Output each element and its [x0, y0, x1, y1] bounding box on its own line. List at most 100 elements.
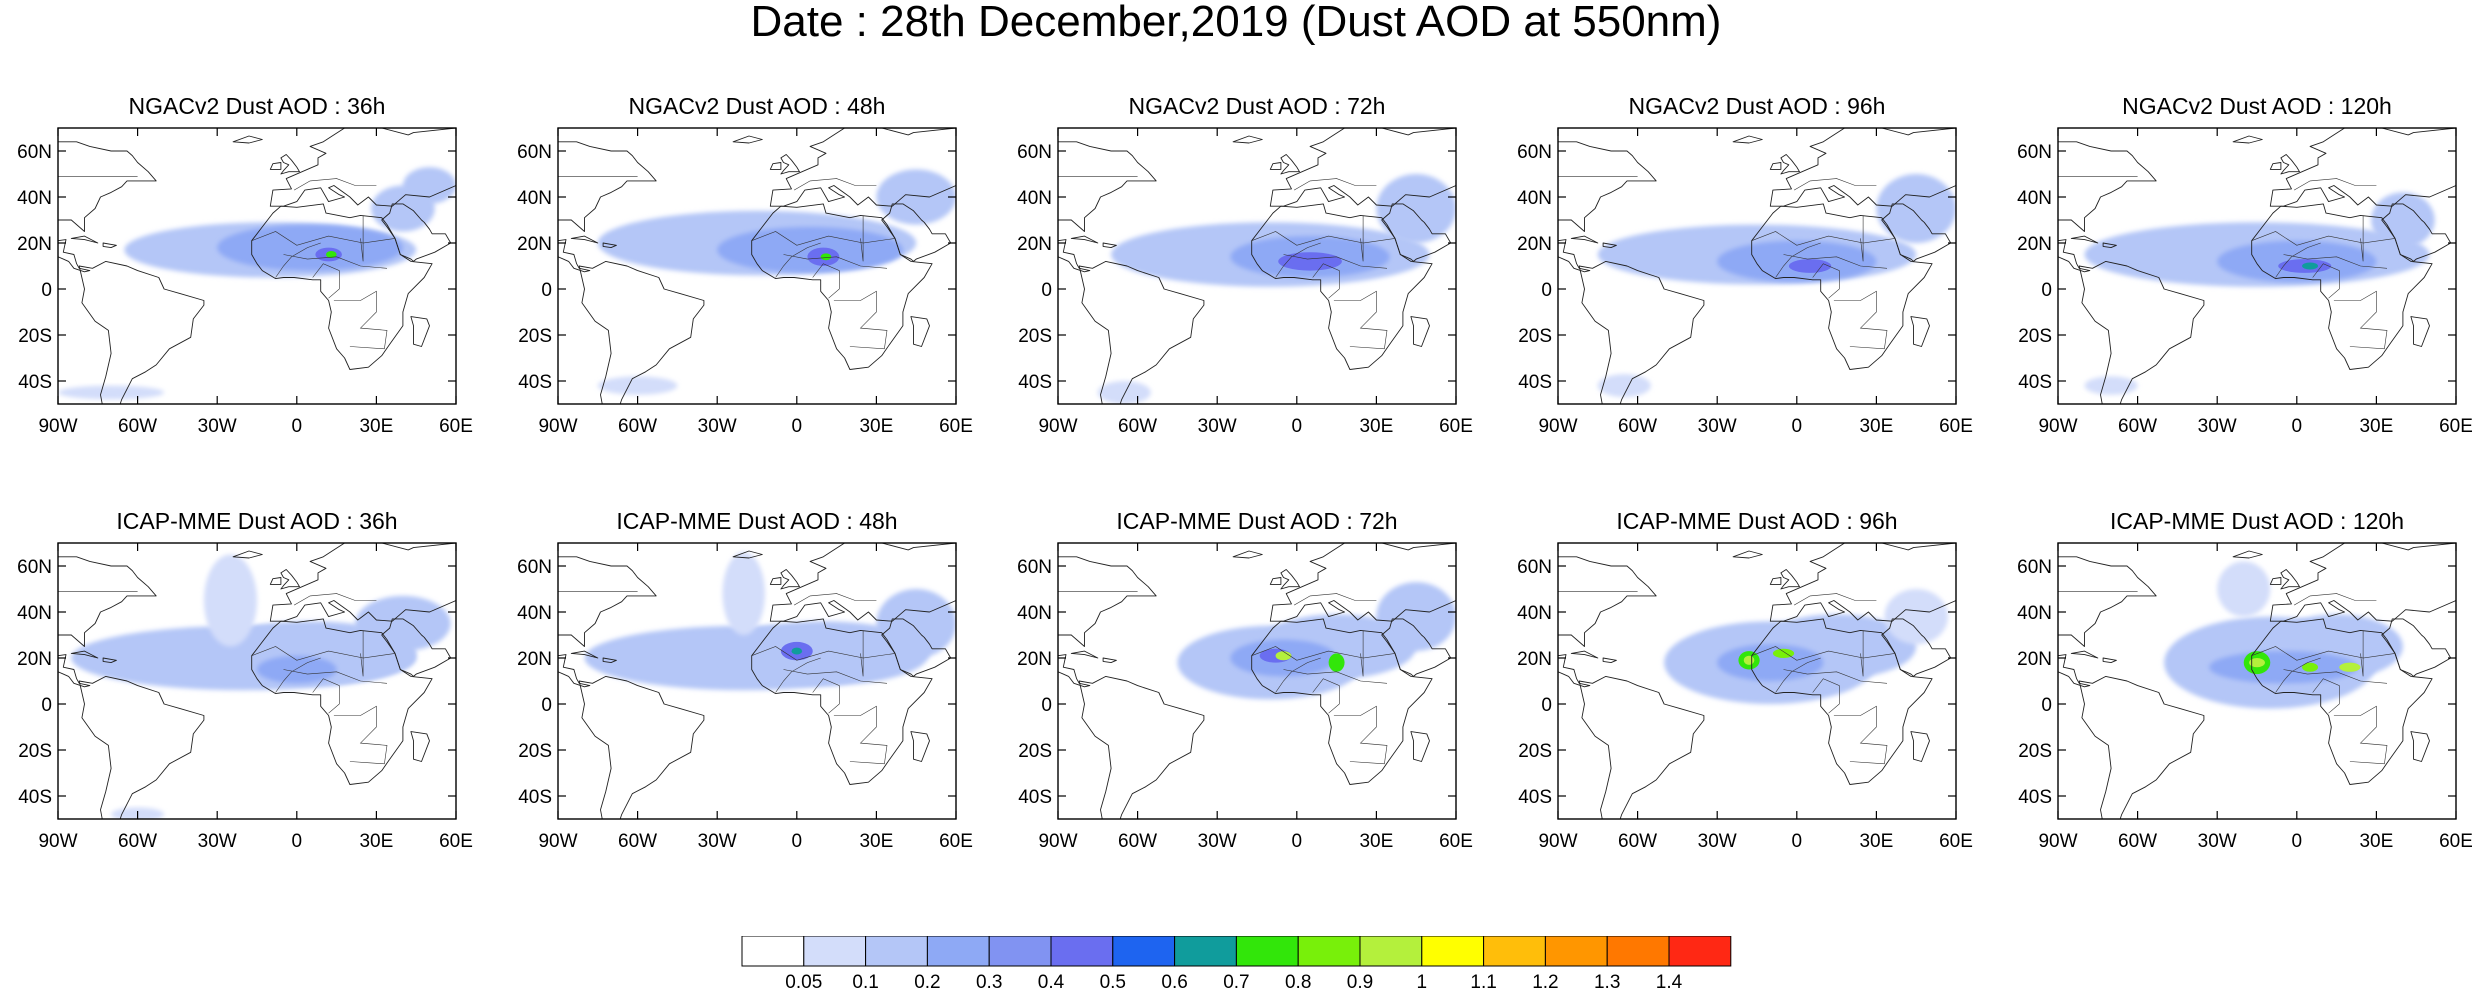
y-tick-label: 40N — [1017, 188, 1052, 209]
dust-plume — [876, 169, 956, 225]
country-border — [1293, 593, 1377, 606]
x-tick-label: 60E — [939, 416, 973, 437]
country-border — [283, 669, 388, 684]
coastline — [269, 543, 456, 622]
y-tick-label: 20S — [18, 741, 52, 762]
coastline — [1058, 239, 1091, 273]
x-tick-label: 60W — [618, 416, 657, 437]
coastline — [558, 141, 657, 232]
dust-plume — [58, 385, 165, 400]
panel-title: ICAP-MME Dust AOD : 36h — [116, 508, 397, 534]
dust-plume — [1788, 259, 1832, 273]
country-border — [833, 705, 888, 765]
country-border — [2312, 678, 2340, 714]
coastline — [1058, 654, 1091, 688]
x-tick-label: 90W — [38, 831, 77, 852]
coastline — [2269, 128, 2456, 207]
coastline — [1769, 128, 1956, 207]
panel-title: ICAP-MME Dust AOD : 48h — [616, 508, 897, 534]
coastline — [1280, 154, 1300, 175]
coastline — [410, 316, 430, 347]
country-border — [1751, 231, 1864, 262]
x-tick-label: 30W — [1198, 416, 1237, 437]
country-border — [1783, 254, 1888, 269]
colorbar-segment — [1235, 936, 1299, 967]
map-panel: ICAP-MME Dust AOD : 120h 90W 60W 30W 0 30E 60E… — [2017, 508, 2472, 852]
x-tick-label: 60W — [2118, 831, 2157, 852]
x-tick-label: 30E — [1859, 831, 1893, 852]
coastline — [1269, 577, 1282, 585]
map-frame — [1057, 542, 1457, 820]
y-tick-label: 0 — [2041, 695, 2052, 716]
x-tick-label: 90W — [2038, 831, 2077, 852]
country-border — [812, 678, 840, 714]
x-tick-label: 60W — [618, 831, 657, 852]
country-border — [2293, 593, 2377, 606]
x-tick-label: 30W — [698, 416, 737, 437]
colorbar-label: 0.2 — [914, 972, 940, 992]
x-tick-label: 60E — [439, 416, 473, 437]
coastline — [1058, 556, 1157, 647]
y-tick-label: 20N — [517, 649, 552, 670]
country-border — [862, 630, 896, 659]
map-panel: NGACv2 Dust AOD : 48h 90W 60W 30W 0 30E 60E 60N… — [517, 93, 973, 437]
y-tick-label: 40N — [517, 603, 552, 624]
coastline — [602, 657, 617, 664]
coastline — [558, 239, 591, 273]
country-border — [2251, 231, 2364, 262]
coastline — [1558, 239, 1591, 273]
x-tick-label: 30E — [859, 831, 893, 852]
colorbar-label: 0.8 — [1285, 972, 1311, 992]
coastline — [2058, 141, 2157, 232]
coastline — [1751, 618, 1933, 785]
y-tick-label: 20S — [1518, 326, 1552, 347]
x-tick-label: 90W — [1538, 416, 1577, 437]
country-border — [2275, 242, 2321, 278]
y-tick-label: 40N — [17, 603, 52, 624]
country-border — [362, 215, 396, 244]
y-tick-label: 20S — [1018, 741, 1052, 762]
y-tick-label: 20S — [518, 741, 552, 762]
x-tick-label: 60W — [1618, 416, 1657, 437]
dust-plume — [876, 589, 956, 658]
dust-plume — [791, 647, 803, 655]
y-tick-label: 40S — [2018, 372, 2052, 393]
y-tick-label: 20N — [17, 649, 52, 670]
coastline — [1769, 543, 1956, 622]
y-tick-label: 20S — [518, 326, 552, 347]
coastline — [1578, 260, 1705, 404]
country-border — [1251, 231, 1364, 262]
x-tick-label: 90W — [538, 831, 577, 852]
country-border — [2362, 215, 2396, 244]
map-frame — [557, 542, 957, 820]
y-tick-label: 40N — [1517, 188, 1552, 209]
y-tick-label: 0 — [1041, 695, 1052, 716]
colorbar-segment — [1359, 936, 1423, 967]
x-tick-label: 90W — [2038, 416, 2077, 437]
y-tick-label: 60N — [2017, 142, 2052, 163]
x-tick-label: 0 — [1292, 831, 1303, 852]
coastline — [58, 556, 157, 647]
country-border — [2275, 657, 2321, 693]
coastline — [1769, 162, 1782, 170]
y-tick-label: 20S — [2018, 741, 2052, 762]
country-border — [2251, 646, 2364, 677]
colorbar-segment — [1112, 936, 1176, 967]
map-area — [2058, 543, 2456, 819]
colorbar-segment — [1421, 936, 1485, 967]
panel-title: NGACv2 Dust AOD : 36h — [129, 93, 386, 119]
country-border — [2362, 630, 2396, 659]
colorbar-label: 1 — [1417, 972, 1428, 992]
country-border — [1812, 263, 1840, 299]
x-tick-label: 30W — [1198, 831, 1237, 852]
dust-plume — [717, 226, 903, 273]
coastline — [1578, 675, 1705, 819]
colorbar-label: 0.9 — [1347, 972, 1373, 992]
coastline — [102, 242, 117, 249]
coastline — [558, 556, 657, 647]
x-tick-label: 30W — [2198, 831, 2237, 852]
map-panel: NGACv2 Dust AOD : 96h 90W 60W 30W 0 30E 60E 60N… — [1517, 93, 1973, 437]
coastline — [78, 675, 205, 819]
coastline — [58, 239, 91, 273]
coastline — [280, 569, 300, 590]
